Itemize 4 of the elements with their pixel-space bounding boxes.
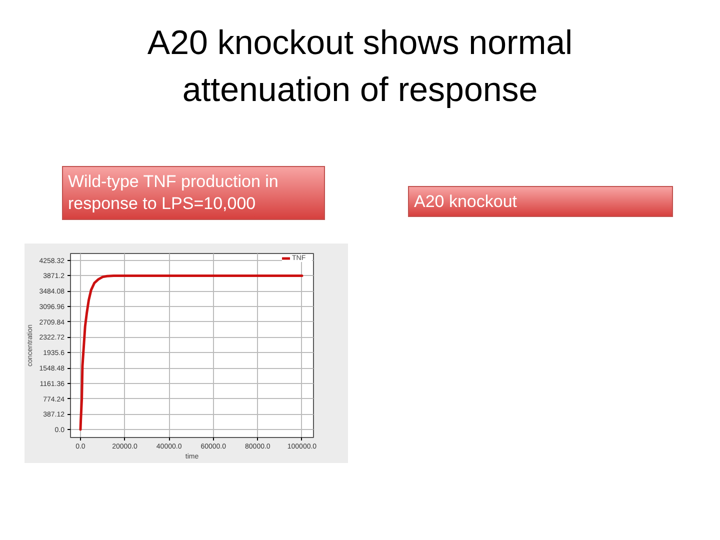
chart-title: A20 knockout shows normal attenuation of response xyxy=(146,23,574,111)
line-series xyxy=(79,274,304,431)
text: A20 knockout xyxy=(408,186,673,217)
text: Wild-type TNF production in response to LPS=10,000 xyxy=(62,166,325,220)
